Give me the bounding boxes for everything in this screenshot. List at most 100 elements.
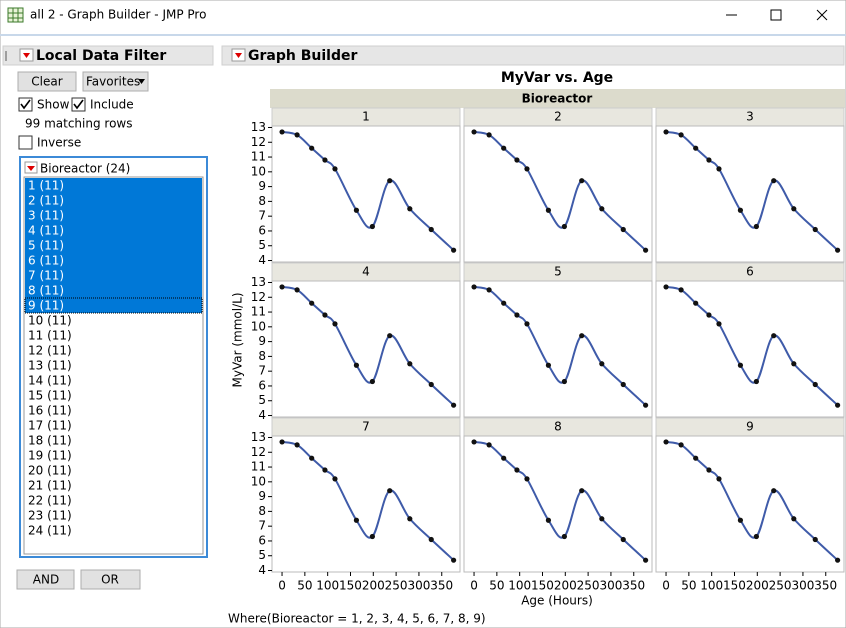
data-point: [332, 476, 338, 482]
panel-label: 6: [746, 265, 754, 279]
data-point: [309, 145, 315, 151]
list-item[interactable]: 17 (11): [28, 419, 72, 433]
data-point: [428, 536, 434, 543]
selected-row[interactable]: [25, 223, 202, 238]
selected-row[interactable]: [25, 178, 202, 193]
graph-header: [221, 45, 845, 66]
disclosure[interactable]: [231, 48, 246, 62]
x-tick-label: 50: [297, 579, 312, 593]
list-item[interactable]: 10 (11): [28, 314, 72, 328]
data-point: [294, 132, 300, 138]
data-point: [599, 206, 605, 212]
list-item[interactable]: 15 (11): [28, 389, 72, 403]
data-point: [663, 284, 669, 290]
y-tick-label: 4: [258, 563, 266, 577]
list-item[interactable]: 5 (11): [28, 239, 64, 253]
y-tick-label: 4: [258, 253, 266, 267]
x-tick-label: 300: [599, 579, 622, 593]
data-point: [309, 455, 315, 461]
data-point: [524, 321, 530, 327]
y-tick-label: 9: [258, 334, 266, 348]
x-tick-label: 150: [339, 579, 362, 593]
selected-row[interactable]: [25, 208, 202, 223]
list-item[interactable]: 7 (11): [28, 269, 64, 283]
selected-row[interactable]: [25, 283, 202, 298]
graph-title: MyVar vs. Age: [501, 70, 613, 86]
close[interactable]: [816, 9, 828, 21]
list-item[interactable]: 22 (11): [28, 494, 72, 508]
list-item[interactable]: 20 (11): [28, 464, 72, 478]
plot-area: [655, 280, 845, 418]
list-item[interactable]: 24 (11): [28, 524, 72, 538]
y-tick-label: 6: [258, 223, 266, 237]
list-item[interactable]: 18 (11): [28, 434, 72, 448]
data-point: [332, 166, 338, 172]
panel-label: 7: [362, 420, 370, 434]
menu-arrow: [27, 166, 35, 171]
inverse-checkbox[interactable]: [18, 135, 33, 150]
data-point: [753, 223, 759, 230]
x-tick-label: 100: [316, 579, 339, 593]
list-item[interactable]: 12 (11): [28, 344, 72, 358]
data-point: [678, 287, 684, 293]
list-item[interactable]: 21 (11): [28, 479, 72, 493]
list-item[interactable]: 14 (11): [28, 374, 72, 388]
selected-row[interactable]: [25, 193, 202, 208]
selected-row[interactable]: [25, 268, 202, 283]
data-point: [620, 381, 626, 388]
selected-row[interactable]: [25, 253, 202, 268]
panel-label: 9: [746, 420, 754, 434]
x-tick-label: 100: [700, 579, 723, 593]
data-point: [294, 442, 300, 448]
data-point: [706, 312, 712, 318]
y-tick-label: 13: [251, 275, 266, 289]
data-point: [486, 442, 492, 448]
list-item[interactable]: 2 (11): [28, 194, 64, 208]
panel-label: 4: [362, 265, 370, 279]
list-item[interactable]: 23 (11): [28, 509, 72, 523]
clear-button[interactable]: [17, 71, 77, 92]
data-point: [279, 284, 285, 290]
list-item[interactable]: 8 (11): [28, 284, 64, 298]
list-item[interactable]: 4 (11): [28, 224, 64, 238]
list-item[interactable]: 9 (11): [28, 299, 64, 313]
y-tick-label: 4: [258, 408, 266, 422]
data-point: [835, 402, 841, 408]
data-point: [716, 166, 722, 172]
list-item[interactable]: 3 (11): [28, 209, 64, 223]
data-point: [693, 145, 699, 151]
y-tick-label: 6: [258, 378, 266, 392]
y-tick-label: 7: [258, 519, 266, 533]
list-item[interactable]: 19 (11): [28, 449, 72, 463]
list-box: [23, 176, 204, 555]
data-point: [835, 557, 841, 563]
and-button[interactable]: [16, 569, 75, 590]
data-point: [643, 402, 649, 408]
check: [20, 99, 31, 110]
selected-row[interactable]: [25, 298, 202, 313]
data-point: [753, 533, 759, 540]
include-label: Include: [90, 98, 134, 112]
y-tick-label: 10: [251, 474, 266, 488]
data-point: [428, 226, 434, 233]
y-tick-label: 10: [251, 319, 266, 333]
maximize[interactable]: [770, 9, 782, 21]
data-point: [771, 488, 777, 494]
list-item[interactable]: 6 (11): [28, 254, 64, 268]
or-button[interactable]: [80, 569, 141, 590]
x-tick-label: 50: [489, 579, 504, 593]
list-item[interactable]: 1 (11): [28, 179, 64, 193]
data-point: [322, 312, 328, 318]
y-tick-label: 12: [251, 135, 266, 149]
favorites-button[interactable]: [82, 71, 149, 92]
list-item[interactable]: 13 (11): [28, 359, 72, 373]
disclosure[interactable]: [5, 48, 34, 62]
selected-row[interactable]: [25, 238, 202, 253]
panel-label: 5: [554, 265, 562, 279]
x-tick-label: 150: [531, 579, 554, 593]
data-point: [737, 207, 744, 213]
y-tick-label: 12: [251, 445, 266, 459]
list-item[interactable]: 11 (11): [28, 329, 72, 343]
data-point: [545, 362, 552, 368]
list-item[interactable]: 16 (11): [28, 404, 72, 418]
